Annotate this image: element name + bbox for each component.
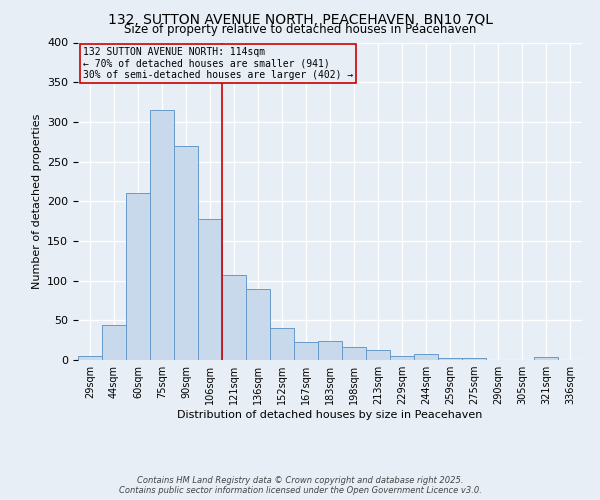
Bar [294,342,318,360]
Text: Contains HM Land Registry data © Crown copyright and database right 2025.
Contai: Contains HM Land Registry data © Crown c… [119,476,481,495]
Bar [366,350,390,360]
Bar [126,194,150,360]
Bar [222,275,246,360]
Bar [534,357,558,360]
Bar [462,358,486,360]
Bar [318,341,342,360]
Text: 132, SUTTON AVENUE NORTH, PEACEHAVEN, BN10 7QL: 132, SUTTON AVENUE NORTH, PEACEHAVEN, BN… [107,12,493,26]
X-axis label: Distribution of detached houses by size in Peacehaven: Distribution of detached houses by size … [178,410,482,420]
Y-axis label: Number of detached properties: Number of detached properties [32,114,41,289]
Bar [150,110,174,360]
Text: 132 SUTTON AVENUE NORTH: 114sqm
← 70% of detached houses are smaller (941)
30% o: 132 SUTTON AVENUE NORTH: 114sqm ← 70% of… [83,48,353,80]
Bar [246,288,270,360]
Bar [414,354,438,360]
Text: Size of property relative to detached houses in Peacehaven: Size of property relative to detached ho… [124,22,476,36]
Bar [174,146,198,360]
Bar [438,358,462,360]
Bar [390,356,414,360]
Bar [102,325,126,360]
Bar [78,356,102,360]
Bar [342,348,366,360]
Bar [270,328,294,360]
Bar [198,218,222,360]
